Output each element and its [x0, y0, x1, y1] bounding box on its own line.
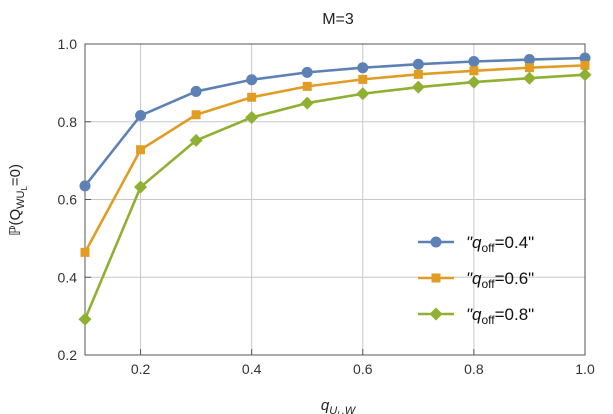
- x-tick-label: 1.0: [575, 361, 595, 377]
- legend-label-post: =0.6": [495, 269, 535, 288]
- data-point: [245, 110, 259, 124]
- data-point: [358, 74, 368, 84]
- series-line: [83, 73, 586, 320]
- data-point: [523, 54, 535, 66]
- y-tick-label: 0.8: [58, 114, 78, 130]
- y-axis-ticks: 0.2 0.4 0.6 0.8 1.0: [58, 36, 91, 363]
- data-point: [580, 60, 590, 70]
- y-tick-label: 1.0: [58, 36, 78, 52]
- series-line: [83, 64, 586, 253]
- data-point: [469, 66, 479, 76]
- x-tick-label: 0.6: [353, 361, 373, 377]
- y-tick-label: 0.2: [58, 347, 78, 363]
- series-2: [80, 60, 590, 257]
- data-point: [189, 133, 203, 147]
- legend-label-sub: off: [482, 313, 496, 327]
- x-tick-label: 0.8: [464, 361, 484, 377]
- y-axis-label-post: =0): [7, 164, 24, 186]
- data-point: [191, 110, 201, 120]
- legend-marker: [431, 273, 441, 283]
- series-3: [78, 68, 592, 326]
- data-point: [80, 247, 90, 257]
- x-axis-label-main: q: [321, 397, 330, 414]
- data-point: [136, 145, 146, 155]
- series-1: [79, 52, 591, 192]
- data-point: [357, 62, 369, 74]
- data-point: [300, 96, 314, 110]
- legend-label: "qoff=0.8": [466, 305, 534, 327]
- data-point: [301, 66, 313, 78]
- data-point: [412, 58, 424, 70]
- legend-label-pre: "q: [466, 269, 482, 288]
- x-tick-label: 0.4: [242, 361, 262, 377]
- legend-label-sub: off: [482, 277, 496, 291]
- y-tick-label: 0.4: [58, 269, 78, 285]
- y-axis-label-subsub: L: [20, 186, 29, 191]
- y-axis-label-sub: WU: [15, 190, 27, 208]
- data-point: [356, 87, 370, 101]
- x-axis-label-subsub: L: [337, 410, 341, 414]
- legend-label: "qoff=0.4": [466, 233, 534, 255]
- legend-item-1: "qoff=0.4": [418, 233, 534, 255]
- x-tick-label: 0.2: [131, 361, 151, 377]
- chart-title: M=3: [322, 11, 354, 28]
- x-axis-label: qUL,W: [321, 397, 357, 414]
- data-point: [246, 74, 258, 86]
- y-axis-label-pre: ℙ(Q: [7, 209, 24, 236]
- x-axis-label-tail: ,W: [342, 405, 357, 414]
- legend-label-post: =0.4": [495, 233, 535, 252]
- data-point: [247, 92, 257, 102]
- legend-label-sub: off: [482, 241, 496, 255]
- data-point: [78, 312, 92, 326]
- legend-marker: [429, 307, 443, 321]
- data-point: [135, 110, 147, 122]
- legend-label-post: =0.8": [495, 305, 535, 324]
- x-axis-ticks: 0.2 0.4 0.6 0.8 1.0: [131, 349, 595, 377]
- series-line: [83, 56, 586, 187]
- data-point: [522, 71, 536, 85]
- data-point: [302, 81, 312, 91]
- data-point: [190, 85, 202, 97]
- y-axis-label: ℙ(QWUL=0): [7, 164, 29, 236]
- legend: "qoff=0.4""qoff=0.6""qoff=0.8": [418, 233, 534, 327]
- legend-label-pre: "q: [466, 233, 482, 252]
- legend-item-2: "qoff=0.6": [418, 269, 534, 291]
- legend-label: "qoff=0.6": [466, 269, 534, 291]
- data-point: [467, 75, 481, 89]
- legend-marker: [430, 236, 442, 248]
- data-point: [411, 80, 425, 94]
- data-point: [79, 180, 91, 192]
- y-tick-label: 0.6: [58, 192, 78, 208]
- data-point: [579, 52, 591, 64]
- legend-label-pre: "q: [466, 305, 482, 324]
- series-group: [78, 52, 592, 326]
- legend-item-3: "qoff=0.8": [418, 305, 534, 327]
- data-point: [468, 55, 480, 67]
- data-point: [524, 63, 534, 73]
- data-point: [134, 180, 148, 194]
- data-point: [413, 69, 423, 79]
- x-axis-label-sub: U: [329, 405, 337, 414]
- data-point: [578, 68, 592, 82]
